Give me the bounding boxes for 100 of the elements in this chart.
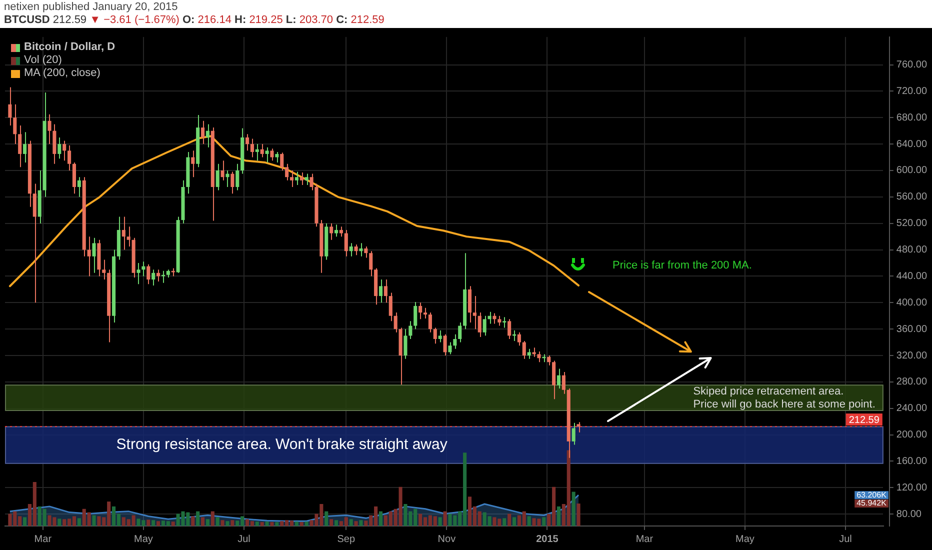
candlestick [556,368,561,390]
band-label: Skiped price retracement area. Price will go back here at some point. [693,385,876,410]
bar [22,517,27,526]
candlestick [443,334,447,356]
candlestick [458,322,462,343]
bar [200,517,205,526]
x-tick-label: Mar [636,534,654,545]
candlestick [344,229,348,257]
candlestick [191,150,195,178]
y-tick-label: 440.00 [896,270,928,282]
candlestick [220,160,224,181]
candlestick [62,140,66,162]
candlestick [492,312,496,324]
bar [255,522,259,526]
bar [330,519,334,526]
bar [220,520,224,526]
candlestick [146,264,150,285]
candlestick [472,296,476,330]
candlestick [527,348,531,360]
bar [556,506,561,526]
candlestick [206,124,210,148]
candlestick [22,132,27,164]
bar [171,522,175,526]
bar [527,516,531,526]
candlestick [517,332,521,346]
x-tick-label: May [134,534,153,545]
x-tick-label: Nov [438,534,456,545]
x-tick-label: Mar [34,534,52,545]
y-tick-label: 600.00 [896,165,928,176]
candlestick [52,124,56,164]
candlestick [126,226,130,247]
bar [294,522,298,526]
bar [304,522,308,526]
candlestick [226,170,230,188]
bar [512,517,516,526]
candlestick [92,237,96,274]
y-tick-label: 680.00 [896,112,928,124]
bar [349,519,353,526]
candlestick [275,151,279,164]
bar [58,518,62,526]
ref-line-label: 212.59 [848,414,880,426]
x-tick-label: Jul [839,534,852,545]
candlestick [260,144,264,158]
y-tick-label: 120.00 [896,482,928,494]
band-label: Strong resistance area. Won't brake straight away [116,436,448,454]
candlestick [359,242,363,257]
candlestick [562,372,566,394]
candlestick [448,342,452,355]
candlestick [478,312,482,338]
chart-title: netixen published January 20, 2015 [4,1,178,14]
candlestick [498,315,502,326]
candlestick [8,86,12,126]
candlestick [394,312,398,333]
bar [502,518,506,526]
bar [92,515,96,526]
y-tick-label: 720.00 [896,86,928,97]
candlestick [102,259,106,280]
candlestick [334,224,338,238]
candlestick [245,134,250,152]
legend-label: MA (200, close) [24,67,100,80]
candlestick [18,125,22,168]
candlestick [48,114,52,145]
bar [576,504,580,526]
candlestick [136,262,140,285]
candlestick [265,146,269,164]
candlestick [280,152,284,171]
bar [275,522,279,526]
y-tick-label: 560.00 [896,192,928,203]
candlestick [330,222,334,240]
x-tick-label: Jul [238,534,250,545]
bar [152,520,156,526]
candlestick [236,163,240,191]
x-tick-label: May [736,534,754,545]
y2-tick-label: 45.942K [856,498,888,508]
y-tick-label: 400.00 [896,297,928,308]
bar [270,522,274,526]
bar [378,511,383,526]
bar [334,520,338,526]
candlestick [250,138,254,158]
candlestick [304,173,308,186]
bar [226,521,230,526]
y-tick-label: 240.00 [896,403,928,414]
candlestick [572,422,576,446]
candlestick [255,144,259,162]
candlestick [532,347,536,358]
candlestick [428,312,432,333]
candlestick [423,307,428,320]
candlestick [77,176,81,198]
candlestick [433,327,437,344]
y-tick-label: 360.00 [896,324,928,335]
candlestick [300,172,304,186]
bar [508,514,512,526]
legend-label: Bitcoin / Dollar, D [24,41,116,54]
candlestick [339,226,343,238]
candlestick [72,162,76,194]
candlestick [453,334,457,350]
candlestick [404,328,408,360]
y-tick-label: 520.00 [896,218,928,230]
bar [196,511,200,526]
y2-tick-label: 63.206K [856,490,888,500]
